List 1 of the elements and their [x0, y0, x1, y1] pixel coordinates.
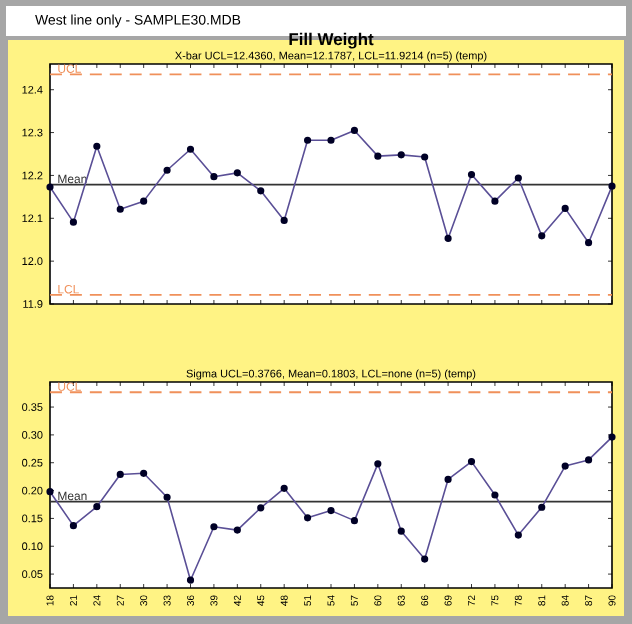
- chart-title: Fill Weight: [289, 32, 374, 49]
